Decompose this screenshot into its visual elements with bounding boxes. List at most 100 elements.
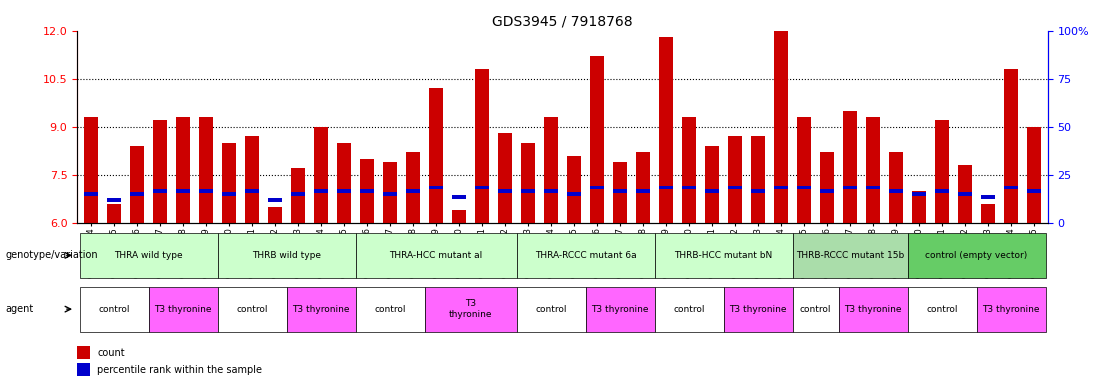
- Text: T3 thyronine: T3 thyronine: [292, 305, 350, 314]
- Bar: [153, 120, 167, 223]
- Text: control: control: [374, 305, 406, 314]
- Text: THRB-RCCC mutant 15b: THRB-RCCC mutant 15b: [796, 251, 904, 260]
- FancyBboxPatch shape: [654, 233, 793, 278]
- FancyBboxPatch shape: [586, 286, 654, 331]
- Bar: [130, 146, 143, 223]
- Bar: [499, 189, 512, 193]
- Bar: [636, 152, 650, 223]
- Bar: [982, 204, 995, 223]
- Bar: [821, 189, 834, 193]
- Bar: [821, 152, 834, 223]
- Text: THRA wild type: THRA wild type: [115, 251, 183, 260]
- Bar: [1027, 189, 1041, 193]
- Text: T3
thyronine: T3 thyronine: [449, 300, 492, 319]
- Bar: [1027, 127, 1041, 223]
- Bar: [544, 189, 558, 193]
- Bar: [889, 152, 903, 223]
- FancyBboxPatch shape: [287, 286, 355, 331]
- Bar: [222, 192, 236, 196]
- Bar: [959, 192, 972, 196]
- Bar: [475, 69, 489, 223]
- Bar: [452, 195, 465, 199]
- Bar: [866, 185, 880, 189]
- FancyBboxPatch shape: [724, 286, 793, 331]
- FancyBboxPatch shape: [355, 233, 516, 278]
- FancyBboxPatch shape: [79, 233, 217, 278]
- Bar: [429, 185, 443, 189]
- Bar: [774, 185, 788, 189]
- Text: control (empty vector): control (empty vector): [925, 251, 1028, 260]
- Bar: [843, 111, 857, 223]
- Bar: [314, 189, 328, 193]
- Bar: [521, 189, 535, 193]
- FancyBboxPatch shape: [793, 286, 838, 331]
- Text: T3 thyronine: T3 thyronine: [591, 305, 649, 314]
- Text: T3 thyronine: T3 thyronine: [983, 305, 1040, 314]
- Bar: [200, 189, 213, 193]
- Bar: [475, 185, 489, 189]
- Bar: [1004, 69, 1018, 223]
- Bar: [567, 192, 581, 196]
- Text: control: control: [800, 305, 832, 314]
- FancyBboxPatch shape: [516, 286, 586, 331]
- FancyBboxPatch shape: [355, 286, 425, 331]
- Bar: [383, 162, 397, 223]
- Bar: [338, 143, 351, 223]
- Bar: [291, 192, 304, 196]
- Text: THRA-HCC mutant al: THRA-HCC mutant al: [389, 251, 483, 260]
- Bar: [360, 189, 374, 193]
- FancyBboxPatch shape: [908, 286, 976, 331]
- Bar: [636, 189, 650, 193]
- Text: control: control: [673, 305, 705, 314]
- Text: THRB wild type: THRB wild type: [251, 251, 321, 260]
- Text: genotype/variation: genotype/variation: [6, 250, 98, 260]
- Bar: [245, 189, 259, 193]
- Bar: [912, 192, 925, 196]
- Bar: [176, 117, 190, 223]
- Bar: [751, 189, 765, 193]
- Bar: [77, 346, 90, 359]
- Bar: [176, 189, 190, 193]
- FancyBboxPatch shape: [793, 233, 908, 278]
- Text: count: count: [97, 348, 125, 358]
- Bar: [84, 192, 98, 196]
- Bar: [705, 146, 719, 223]
- Bar: [660, 185, 673, 189]
- Title: GDS3945 / 7918768: GDS3945 / 7918768: [492, 14, 633, 28]
- Bar: [728, 185, 742, 189]
- FancyBboxPatch shape: [149, 286, 217, 331]
- Bar: [452, 210, 465, 223]
- Text: control: control: [927, 305, 957, 314]
- Bar: [107, 204, 121, 223]
- Bar: [959, 165, 972, 223]
- Bar: [429, 88, 443, 223]
- Bar: [153, 189, 167, 193]
- Bar: [77, 363, 90, 376]
- FancyBboxPatch shape: [516, 233, 654, 278]
- Bar: [660, 37, 673, 223]
- Bar: [521, 143, 535, 223]
- Bar: [200, 117, 213, 223]
- FancyBboxPatch shape: [217, 286, 287, 331]
- FancyBboxPatch shape: [908, 233, 1046, 278]
- Bar: [705, 189, 719, 193]
- Bar: [406, 189, 420, 193]
- Bar: [590, 56, 604, 223]
- Bar: [268, 207, 282, 223]
- Bar: [222, 143, 236, 223]
- FancyBboxPatch shape: [79, 286, 149, 331]
- Bar: [84, 117, 98, 223]
- Bar: [107, 199, 121, 202]
- Bar: [360, 159, 374, 223]
- Text: T3 thyronine: T3 thyronine: [729, 305, 786, 314]
- Bar: [1004, 185, 1018, 189]
- Bar: [406, 152, 420, 223]
- Bar: [613, 162, 627, 223]
- Bar: [245, 136, 259, 223]
- Text: T3 thyronine: T3 thyronine: [154, 305, 212, 314]
- Bar: [268, 199, 282, 202]
- Bar: [613, 189, 627, 193]
- Bar: [728, 136, 742, 223]
- Bar: [682, 117, 696, 223]
- Bar: [843, 185, 857, 189]
